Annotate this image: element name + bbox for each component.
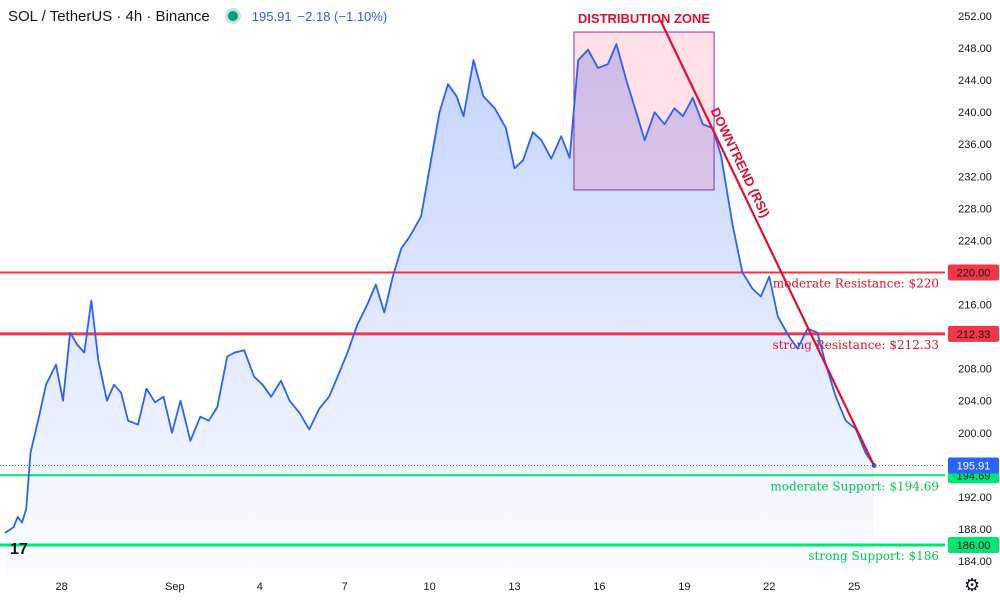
x-tick-label: 7 bbox=[342, 581, 348, 593]
distribution-zone-label: DISTRIBUTION ZONE bbox=[578, 11, 710, 26]
y-tick-label: 244.00 bbox=[958, 75, 992, 87]
x-tick-label: 28 bbox=[55, 581, 67, 593]
x-tick-label: 16 bbox=[593, 581, 605, 593]
price-tag bbox=[948, 264, 999, 281]
downtrend-line bbox=[659, 19, 875, 467]
price-tag bbox=[948, 325, 999, 342]
symbol-title[interactable]: SOL / TetherUS · 4h · Binance bbox=[8, 7, 210, 25]
level-label: moderate Resistance: $220 bbox=[773, 276, 939, 290]
y-tick-label: 208.00 bbox=[958, 364, 992, 376]
x-tick-label: 19 bbox=[678, 581, 690, 593]
market-status-icon bbox=[227, 11, 238, 21]
y-tick-label: 252.00 bbox=[958, 11, 992, 23]
header-price: 195.91 bbox=[251, 8, 292, 24]
price-tag-label: 220.00 bbox=[957, 267, 991, 279]
y-tick-label: 232.00 bbox=[958, 171, 992, 183]
chart-header: SOL / TetherUS · 4h · Binance 195.91 −2.… bbox=[8, 6, 387, 26]
x-tick-label: 22 bbox=[763, 581, 775, 593]
x-tick-label: Sep bbox=[165, 581, 185, 593]
y-tick-label: 240.00 bbox=[958, 107, 992, 119]
price-series-line bbox=[4, 43, 875, 534]
y-tick-label: 192.00 bbox=[958, 492, 992, 504]
header-change: −2.18 (−1.10%) bbox=[297, 8, 388, 24]
distribution-zone-box bbox=[573, 31, 715, 191]
level-label: moderate Support: $194.69 bbox=[770, 479, 939, 493]
x-tick-label: 13 bbox=[508, 581, 520, 593]
price-tag-label: 186.00 bbox=[957, 540, 991, 552]
y-tick-label: 216.00 bbox=[958, 300, 992, 312]
y-tick-label: 204.00 bbox=[958, 396, 992, 408]
level-label: strong Support: $186 bbox=[808, 549, 939, 563]
y-tick-label: 236.00 bbox=[958, 139, 992, 151]
level-label: strong Resistance: $212.33 bbox=[773, 338, 939, 352]
y-tick-label: 224.00 bbox=[958, 235, 992, 247]
y-tick-label: 228.00 bbox=[958, 203, 992, 215]
price-tag bbox=[948, 536, 999, 553]
x-tick-label: 4 bbox=[257, 581, 263, 593]
tradingview-logo-icon[interactable]: 17 bbox=[10, 541, 28, 558]
last-price-tag bbox=[948, 457, 999, 474]
y-tick-label: 200.00 bbox=[958, 428, 992, 440]
price-tag-label: 212.33 bbox=[957, 329, 991, 341]
series-area-fill bbox=[5, 44, 874, 574]
gear-icon[interactable]: ⚙ bbox=[964, 575, 981, 595]
x-tick-label: 25 bbox=[848, 581, 860, 593]
last-price-tag-label: 195.91 bbox=[957, 461, 991, 473]
y-tick-label: 184.00 bbox=[958, 556, 992, 568]
x-tick-label: 10 bbox=[423, 581, 435, 593]
y-tick-label: 248.00 bbox=[958, 43, 992, 55]
y-tick-label: 188.00 bbox=[958, 524, 992, 536]
